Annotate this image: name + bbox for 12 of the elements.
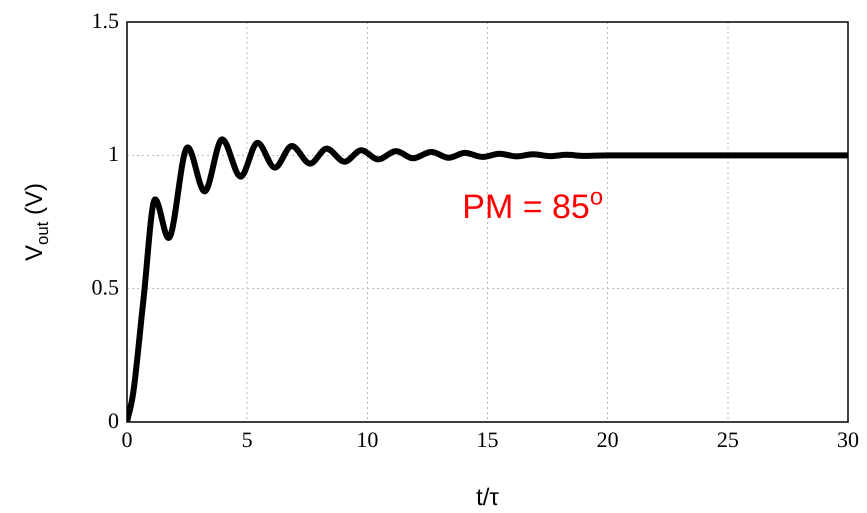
x-tick-label: 15 (476, 426, 498, 452)
y-tick-label: 0 (108, 408, 119, 433)
x-tick-label: 20 (596, 426, 619, 452)
x-tick-label: 30 (837, 426, 859, 452)
y-tick-label: 1 (108, 141, 119, 166)
x-axis-title: t/τ (476, 484, 500, 511)
y-axis-title: Vout (V) (21, 182, 52, 261)
x-tick-label: 25 (716, 426, 739, 452)
x-tick-label: 10 (356, 426, 378, 452)
x-tick-label: 5 (242, 426, 253, 452)
y-tick-label: 0.5 (92, 274, 119, 300)
y-tick-label: 1.5 (92, 8, 119, 33)
